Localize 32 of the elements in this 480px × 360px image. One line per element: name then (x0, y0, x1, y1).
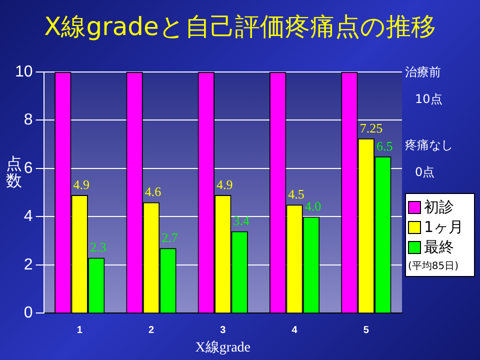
legend-label: 1ヶ月 (424, 218, 464, 237)
data-label: 4.9 (73, 176, 90, 192)
x-tick-label: 3 (220, 324, 226, 336)
y-tick-label: 6 (24, 160, 33, 177)
text: (平均85日) (408, 260, 460, 273)
x-tick-label: 5 (363, 324, 370, 336)
data-label: 2.7 (162, 230, 178, 245)
x-tick-label: 1 (76, 324, 83, 336)
data-label: 4.5 (288, 186, 304, 202)
y-tick-label: 4 (24, 208, 33, 226)
data-label: 3.4 (233, 213, 250, 228)
x-tick-label: 4 (292, 324, 298, 336)
text: 治療前 (405, 64, 441, 81)
y-tick-label: 0 (24, 304, 33, 322)
data-label: 4.0 (304, 198, 322, 214)
text: 初診 (424, 198, 454, 217)
y-tick-label: 8 (24, 112, 33, 129)
y-axis-title: 点数 (5, 154, 23, 190)
data-label: 4.9 (216, 176, 233, 192)
data-label: 7.25 (360, 120, 383, 136)
text: 0点 (415, 164, 435, 181)
data-label: 4.6 (144, 184, 162, 200)
legend-label: 最終 (424, 238, 454, 257)
text: 10点 (415, 91, 442, 108)
y-tick-label: 2 (24, 256, 33, 274)
chart-title: X線gradeと自己評価疼痛点の推移 (43, 11, 437, 43)
y-tick-label: 10 (15, 63, 33, 80)
x-tick-label: 2 (148, 324, 154, 336)
x-axis-title: X線grade (195, 339, 250, 356)
data-label: 6.5 (376, 138, 393, 154)
data-label: 2.3 (90, 240, 106, 255)
text: 疼痛なし (405, 137, 453, 154)
